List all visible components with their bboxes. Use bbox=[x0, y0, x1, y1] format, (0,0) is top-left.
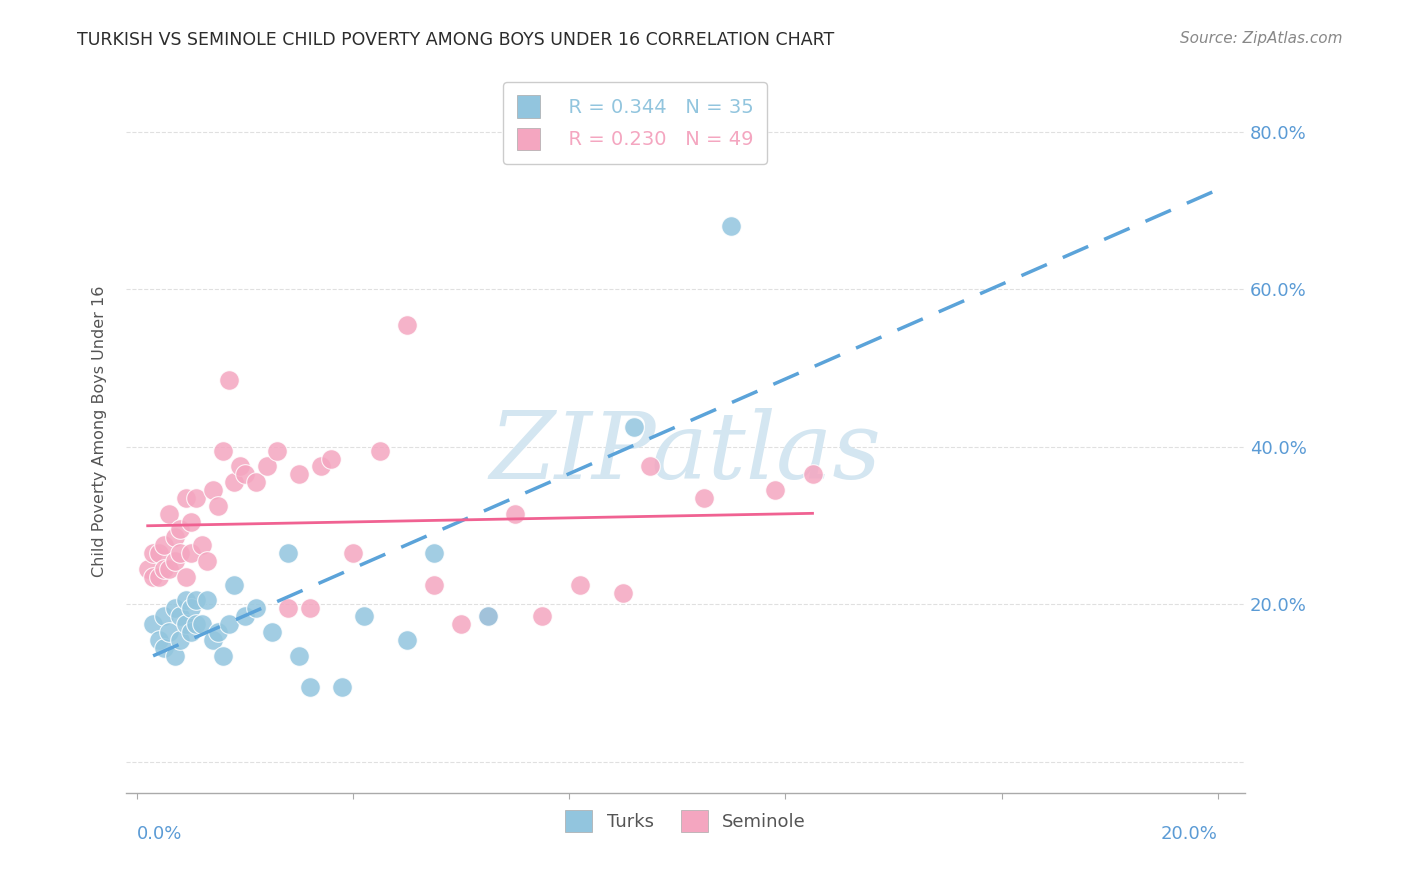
Point bbox=[163, 554, 186, 568]
Point bbox=[423, 577, 446, 591]
Point bbox=[180, 624, 202, 639]
Point bbox=[298, 601, 321, 615]
Point bbox=[640, 459, 662, 474]
Point bbox=[201, 483, 224, 497]
Point bbox=[396, 318, 419, 332]
Point bbox=[763, 483, 786, 497]
Point bbox=[266, 443, 288, 458]
Point bbox=[153, 640, 176, 655]
Point bbox=[342, 546, 364, 560]
Point bbox=[298, 680, 321, 694]
Point bbox=[353, 609, 375, 624]
Point bbox=[368, 443, 391, 458]
Point bbox=[174, 593, 197, 607]
Point bbox=[163, 601, 186, 615]
Text: 0.0%: 0.0% bbox=[136, 825, 183, 843]
Point bbox=[720, 219, 742, 233]
Point bbox=[163, 530, 186, 544]
Point bbox=[693, 491, 716, 505]
Point bbox=[450, 617, 472, 632]
Legend: Turks, Seminole: Turks, Seminole bbox=[558, 802, 813, 838]
Point bbox=[148, 632, 170, 647]
Text: 20.0%: 20.0% bbox=[1161, 825, 1218, 843]
Point bbox=[623, 420, 645, 434]
Point bbox=[245, 475, 267, 490]
Point bbox=[157, 624, 180, 639]
Point bbox=[477, 609, 499, 624]
Point bbox=[136, 562, 159, 576]
Point bbox=[174, 570, 197, 584]
Point bbox=[157, 507, 180, 521]
Point bbox=[801, 467, 824, 482]
Point bbox=[260, 624, 283, 639]
Point bbox=[186, 491, 208, 505]
Point bbox=[256, 459, 278, 474]
Point bbox=[531, 609, 554, 624]
Point bbox=[207, 624, 229, 639]
Point bbox=[153, 538, 176, 552]
Point bbox=[207, 499, 229, 513]
Point bbox=[233, 609, 256, 624]
Y-axis label: Child Poverty Among Boys Under 16: Child Poverty Among Boys Under 16 bbox=[93, 285, 107, 576]
Point bbox=[153, 562, 176, 576]
Point bbox=[288, 648, 311, 663]
Point bbox=[228, 459, 250, 474]
Point bbox=[142, 546, 165, 560]
Point bbox=[174, 491, 197, 505]
Point bbox=[195, 554, 218, 568]
Point bbox=[157, 562, 180, 576]
Point bbox=[477, 609, 499, 624]
Point bbox=[180, 515, 202, 529]
Point bbox=[396, 632, 419, 647]
Point bbox=[169, 609, 191, 624]
Point bbox=[180, 546, 202, 560]
Point bbox=[153, 609, 176, 624]
Point bbox=[190, 538, 212, 552]
Point bbox=[186, 593, 208, 607]
Text: ZIPatlas: ZIPatlas bbox=[489, 408, 882, 498]
Point bbox=[423, 546, 446, 560]
Point bbox=[212, 443, 235, 458]
Point bbox=[218, 617, 240, 632]
Point bbox=[309, 459, 332, 474]
Point bbox=[245, 601, 267, 615]
Point bbox=[201, 632, 224, 647]
Point bbox=[180, 601, 202, 615]
Text: TURKISH VS SEMINOLE CHILD POVERTY AMONG BOYS UNDER 16 CORRELATION CHART: TURKISH VS SEMINOLE CHILD POVERTY AMONG … bbox=[77, 31, 835, 49]
Point bbox=[169, 632, 191, 647]
Point bbox=[224, 475, 246, 490]
Point bbox=[321, 451, 343, 466]
Point bbox=[190, 617, 212, 632]
Text: Source: ZipAtlas.com: Source: ZipAtlas.com bbox=[1180, 31, 1343, 46]
Point bbox=[148, 570, 170, 584]
Point bbox=[569, 577, 592, 591]
Point bbox=[288, 467, 311, 482]
Point bbox=[330, 680, 353, 694]
Point bbox=[169, 546, 191, 560]
Point bbox=[503, 507, 526, 521]
Point bbox=[163, 648, 186, 663]
Point bbox=[169, 523, 191, 537]
Point bbox=[142, 570, 165, 584]
Point bbox=[142, 617, 165, 632]
Point bbox=[233, 467, 256, 482]
Point bbox=[218, 373, 240, 387]
Point bbox=[277, 546, 299, 560]
Point bbox=[186, 617, 208, 632]
Point bbox=[174, 617, 197, 632]
Point bbox=[612, 585, 634, 599]
Point bbox=[212, 648, 235, 663]
Point bbox=[277, 601, 299, 615]
Point bbox=[148, 546, 170, 560]
Point bbox=[224, 577, 246, 591]
Point bbox=[195, 593, 218, 607]
